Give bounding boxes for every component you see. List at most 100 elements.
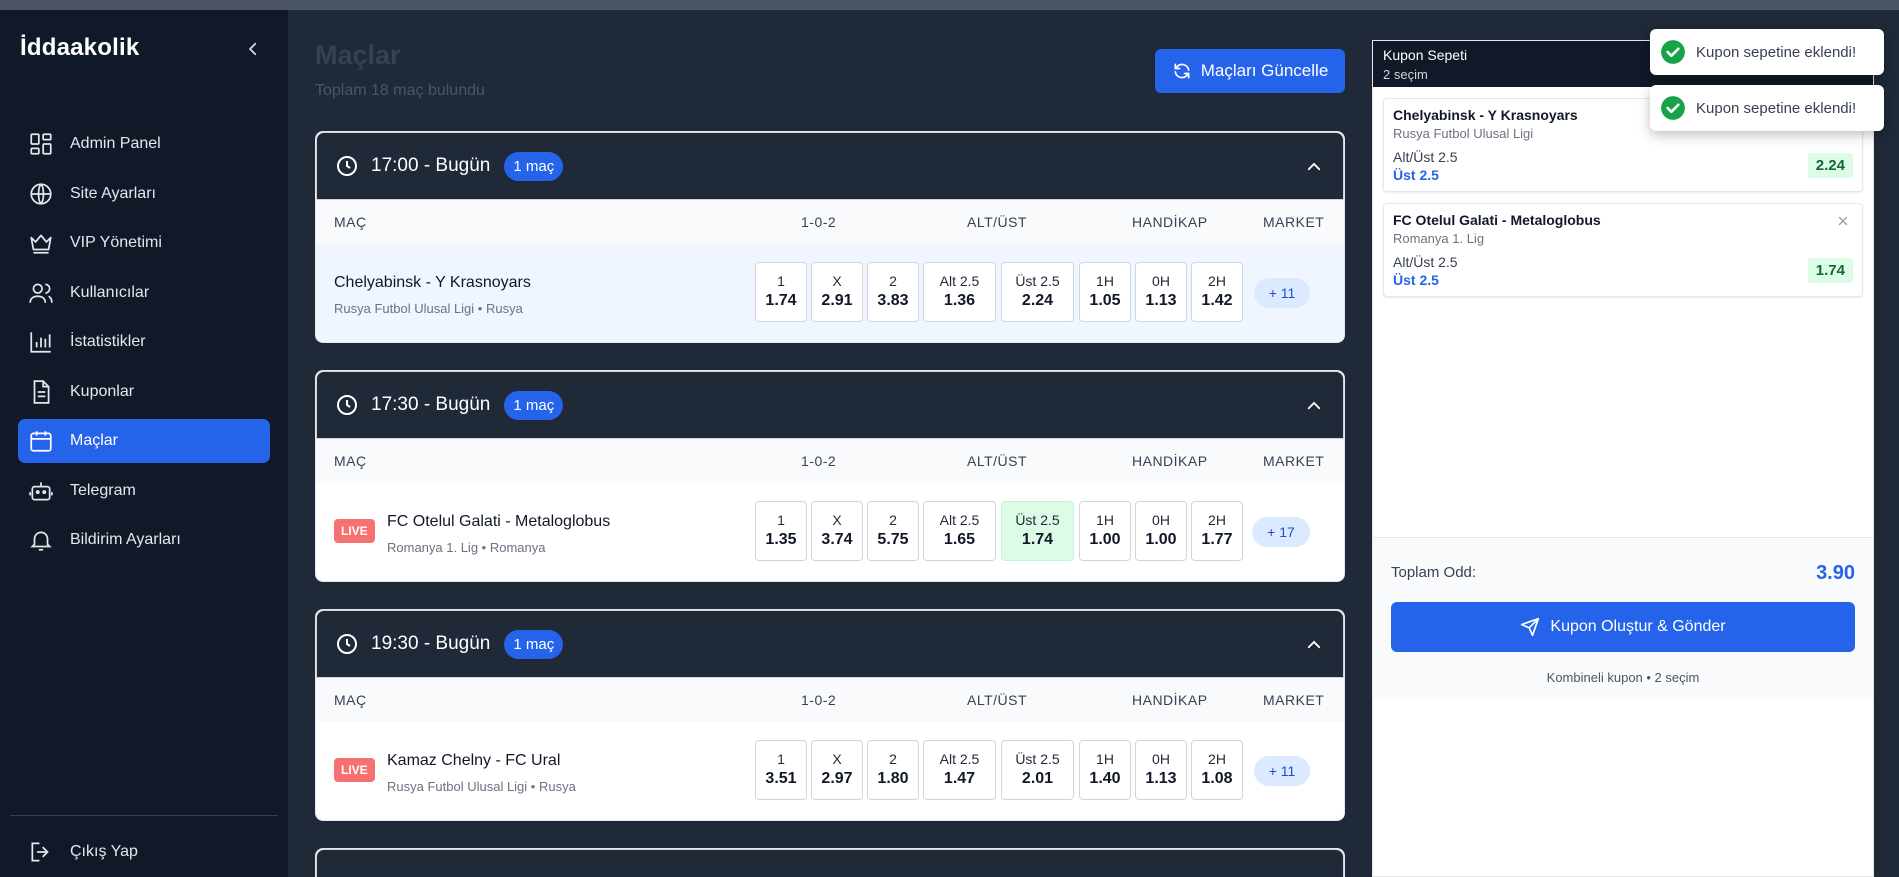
- col-market: MARKET: [1263, 692, 1325, 708]
- coupon-item-market: Alt/Üst 2.5: [1393, 149, 1458, 165]
- refresh-label: Maçları Güncelle: [1200, 61, 1329, 80]
- odd-x[interactable]: X 3.74: [811, 501, 863, 561]
- sidebar-nav: Admin Panel Site Ayarları VIP Yönetimi K…: [18, 122, 270, 568]
- sidebar-item-matches[interactable]: Maçlar: [18, 419, 270, 463]
- page-subtitle: Toplam 18 maç bulundu: [315, 82, 485, 99]
- globe-icon: [30, 182, 52, 205]
- coupon-panel: Kupon Sepeti 2 seçim Chelyabinsk - Y Kra…: [1372, 40, 1874, 877]
- more-markets-button[interactable]: + 17: [1252, 517, 1310, 547]
- odd-2[interactable]: 2 5.75: [867, 501, 919, 561]
- check-circle-icon: [1661, 40, 1685, 64]
- coupon-subtitle: 2 seçim: [1383, 67, 1428, 82]
- col-match: MAÇ: [334, 453, 367, 469]
- refresh-matches-button[interactable]: Maçları Güncelle: [1155, 49, 1345, 93]
- col-handicap: HANDİKAP: [1132, 692, 1208, 708]
- logout-icon: [31, 842, 49, 862]
- coupon-item-league: Romanya 1. Lig: [1393, 231, 1485, 246]
- coupon-title: Kupon Sepeti: [1383, 47, 1468, 63]
- match-meta: Rusya Futbol Ulusal Ligi • Rusya: [334, 301, 523, 316]
- window-top-bar: [0, 0, 1899, 10]
- odd-1[interactable]: 1 3.51: [755, 740, 807, 800]
- col-result: 1-0-2: [801, 453, 837, 469]
- sidebar-item-coupons[interactable]: Kuponlar: [18, 370, 270, 414]
- group-header[interactable]: 17:00 - Bugün 1 maç: [316, 132, 1344, 200]
- odd-handicap-1h[interactable]: 1H 1.40: [1079, 740, 1131, 800]
- total-odd-label: Toplam Odd:: [1391, 564, 1477, 581]
- odd-x[interactable]: X 2.97: [811, 740, 863, 800]
- odd-over[interactable]: Üst 2.5 2.01: [1001, 740, 1074, 800]
- odd-handicap-0h[interactable]: 0H 1.00: [1135, 501, 1187, 561]
- group-header[interactable]: 17:30 - Bugün 1 maç: [316, 371, 1344, 439]
- match-group: 19:30 - Bugün 1 maç MAÇ 1-0-2 ALT/ÜST HA…: [315, 609, 1345, 821]
- coupon-footer: Toplam Odd: 3.90 Kupon Oluştur & Gönder …: [1373, 537, 1873, 699]
- toast-message: Kupon sepetine eklendi!: [1696, 43, 1857, 61]
- more-markets-button[interactable]: + 11: [1254, 278, 1310, 308]
- odd-over-selected[interactable]: Üst 2.5 1.74: [1001, 501, 1074, 561]
- logout-label: Çıkış Yap: [70, 843, 138, 860]
- group-count-badge: 1 maç: [504, 151, 564, 181]
- sidebar-item-notifications[interactable]: Bildirim Ayarları: [18, 518, 270, 562]
- col-match: MAÇ: [334, 214, 367, 230]
- sidebar-item-label: Kuponlar: [70, 382, 135, 400]
- live-badge: LIVE: [334, 519, 375, 543]
- odd-handicap-2h[interactable]: 2H 1.42: [1191, 262, 1243, 322]
- sidebar-item-label: Kullanıcılar: [70, 283, 150, 301]
- more-markets-button[interactable]: + 11: [1254, 756, 1310, 786]
- odd-x[interactable]: X 2.91: [811, 262, 863, 322]
- chevron-up-icon[interactable]: [1305, 397, 1323, 415]
- col-result: 1-0-2: [801, 692, 837, 708]
- group-header[interactable]: [316, 849, 1344, 877]
- sidebar-item-telegram[interactable]: Telegram: [18, 469, 270, 513]
- odd-handicap-2h[interactable]: 2H 1.08: [1191, 740, 1243, 800]
- odd-over[interactable]: Üst 2.5 2.24: [1001, 262, 1074, 322]
- coupon-item-market: Alt/Üst 2.5: [1393, 254, 1458, 270]
- live-badge: LIVE: [334, 758, 375, 782]
- odd-handicap-1h[interactable]: 1H 1.00: [1079, 501, 1131, 561]
- coupon-item-pick: Üst 2.5: [1393, 167, 1439, 183]
- clock-icon: [337, 156, 357, 176]
- create-coupon-button[interactable]: Kupon Oluştur & Gönder: [1391, 602, 1855, 652]
- toast-message: Kupon sepetine eklendi!: [1696, 99, 1857, 117]
- sidebar-item-admin-panel[interactable]: Admin Panel: [18, 122, 270, 166]
- coupon-item: FC Otelul Galati - Metaloglobus Romanya …: [1383, 203, 1863, 297]
- send-icon: [1521, 617, 1540, 637]
- coupon-item-league: Rusya Futbol Ulusal Ligi: [1393, 126, 1534, 141]
- odd-handicap-1h[interactable]: 1H 1.05: [1079, 262, 1131, 322]
- col-handicap: HANDİKAP: [1132, 453, 1208, 469]
- sidebar-item-users[interactable]: Kullanıcılar: [18, 271, 270, 315]
- toast-notification: Kupon sepetine eklendi!: [1650, 29, 1884, 75]
- odd-2[interactable]: 2 3.83: [867, 262, 919, 322]
- col-market: MARKET: [1263, 453, 1325, 469]
- sidebar-item-label: VIP Yönetimi: [70, 234, 162, 251]
- match-group: 17:30 - Bugün 1 maç MAÇ 1-0-2 ALT/ÜST HA…: [315, 370, 1345, 582]
- group-header[interactable]: 19:30 - Bugün 1 maç: [316, 610, 1344, 678]
- chevron-up-icon[interactable]: [1305, 158, 1323, 176]
- sidebar-item-statistics[interactable]: İstatistikler: [18, 320, 270, 364]
- match-row: Chelyabinsk - Y Krasnoyars Rusya Futbol …: [316, 244, 1344, 342]
- odd-handicap-2h[interactable]: 2H 1.77: [1191, 501, 1243, 561]
- coupon-item-odd: 2.24: [1807, 153, 1853, 178]
- logout-button[interactable]: Çıkış Yap: [18, 832, 270, 872]
- clock-icon: [337, 634, 357, 654]
- odd-1[interactable]: 1 1.35: [755, 501, 807, 561]
- sidebar-item-vip[interactable]: VIP Yönetimi: [18, 221, 270, 265]
- odd-2[interactable]: 2 1.80: [867, 740, 919, 800]
- create-coupon-label: Kupon Oluştur & Gönder: [1550, 618, 1726, 635]
- close-icon[interactable]: [1836, 214, 1850, 228]
- dashboard-icon: [30, 133, 52, 155]
- odd-under[interactable]: Alt 2.5 1.65: [923, 501, 996, 561]
- odd-handicap-0h[interactable]: 0H 1.13: [1135, 262, 1187, 322]
- match-meta: Romanya 1. Lig • Romanya: [387, 540, 546, 555]
- odd-handicap-0h[interactable]: 0H 1.13: [1135, 740, 1187, 800]
- coupon-item-match: Chelyabinsk - Y Krasnoyars: [1393, 107, 1578, 123]
- refresh-icon: [1174, 63, 1190, 79]
- sidebar-item-site-settings[interactable]: Site Ayarları: [18, 172, 270, 216]
- sidebar-item-label: Admin Panel: [70, 135, 161, 152]
- match-row: LIVE FC Otelul Galati - Metaloglobus Rom…: [316, 483, 1344, 581]
- logo: İddaakolik: [20, 34, 140, 61]
- chevron-up-icon[interactable]: [1305, 636, 1323, 654]
- odd-under[interactable]: Alt 2.5 1.36: [923, 262, 996, 322]
- chevron-left-icon[interactable]: [244, 40, 262, 58]
- odd-1[interactable]: 1 1.74: [755, 262, 807, 322]
- odd-under[interactable]: Alt 2.5 1.47: [923, 740, 996, 800]
